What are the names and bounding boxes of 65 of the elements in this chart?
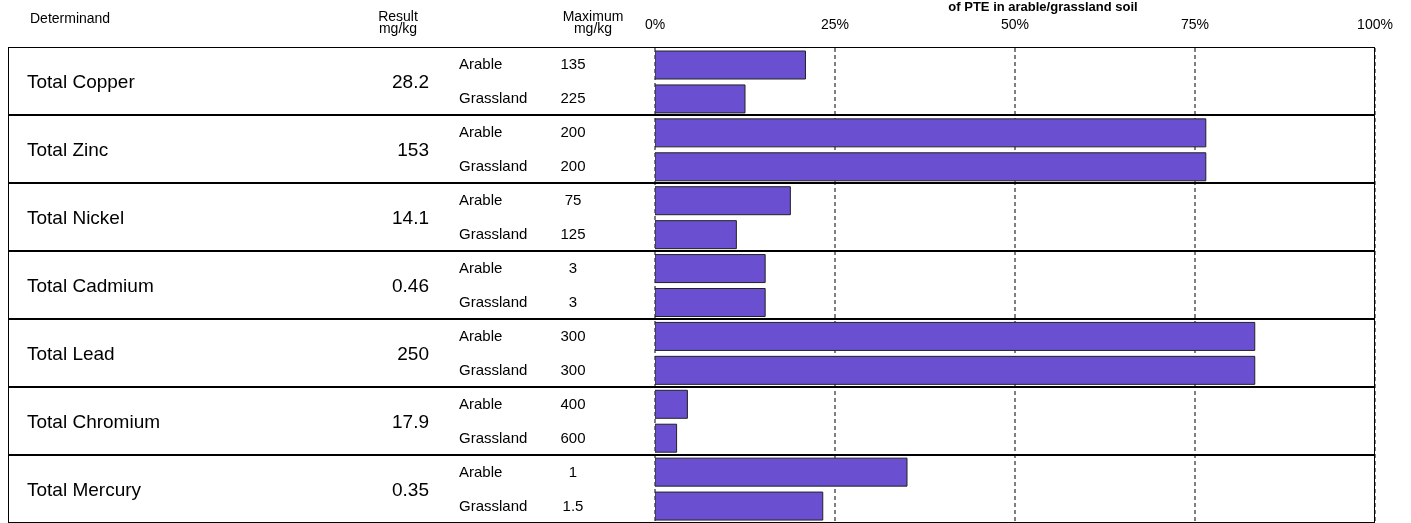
- text: 3: [567, 259, 579, 276]
- text: 600: [559, 429, 587, 446]
- x-tick-label: 0%: [644, 16, 666, 32]
- text: 125: [559, 225, 587, 242]
- text: 200: [559, 123, 587, 140]
- text: 300: [559, 327, 587, 344]
- y-tick-label: Grassland: [459, 361, 528, 378]
- text: Total Nickel: [27, 207, 125, 229]
- y-tick-label: Grassland: [459, 429, 528, 446]
- text: 200: [559, 157, 587, 174]
- text: 0.46: [391, 275, 429, 297]
- bar: [655, 152, 1207, 182]
- y-tick-label: Arable: [459, 123, 503, 140]
- text: Determinand: [30, 10, 111, 26]
- bar: [655, 321, 1256, 351]
- bar: [655, 220, 737, 250]
- text: 14.1: [391, 207, 429, 229]
- text: 135: [559, 55, 587, 72]
- bar: [655, 50, 806, 80]
- text: 1: [567, 463, 579, 480]
- y-tick-label: Arable: [459, 191, 503, 208]
- x-tick-label: 50%: [1000, 16, 1030, 32]
- y-tick-label: Arable: [459, 463, 503, 480]
- text: 300: [559, 361, 587, 378]
- text: 225: [559, 89, 587, 106]
- text: 400: [559, 395, 587, 412]
- text: Total Lead: [27, 343, 115, 365]
- y-tick-label: Grassland: [459, 89, 528, 106]
- y-tick-label: Grassland: [459, 225, 528, 242]
- text: 0.35: [391, 479, 429, 501]
- text: 1.5: [561, 497, 585, 514]
- x-tick-label: 25%: [820, 16, 850, 32]
- bar: [655, 288, 766, 317]
- x-tick-label: 75%: [1180, 16, 1210, 32]
- y-tick-label: Grassland: [459, 293, 528, 310]
- y-tick-label: Grassland: [459, 157, 528, 174]
- bar: [655, 355, 1256, 385]
- bar: [655, 118, 1207, 148]
- chart-title: of PTE in arable/grassland soil: [947, 0, 1139, 14]
- y-tick-label: Arable: [459, 395, 503, 412]
- x-tick-label: 100%: [1357, 16, 1393, 32]
- y-tick-label: Grassland: [459, 497, 528, 514]
- bar: [655, 423, 678, 453]
- y-tick-label: Arable: [459, 327, 503, 344]
- text: 75: [563, 191, 583, 208]
- bar: [655, 457, 908, 487]
- text: Total Copper: [27, 71, 135, 93]
- y-tick-label: Arable: [459, 55, 503, 72]
- bar: [655, 186, 791, 216]
- bar: [655, 84, 746, 114]
- bar: [655, 254, 766, 284]
- text: Result mg/kg: [377, 8, 419, 36]
- text: Maximum mg/kg: [561, 8, 625, 36]
- y-tick-label: Arable: [459, 259, 503, 276]
- bar: [655, 389, 688, 419]
- text: 153: [396, 139, 429, 161]
- text: 17.9: [391, 411, 429, 433]
- text: Total Zinc: [27, 139, 109, 161]
- text: Total Mercury: [27, 479, 142, 501]
- text: 28.2: [391, 71, 429, 93]
- text: Total Chromium: [27, 411, 161, 433]
- text: Total Cadmium: [27, 275, 154, 297]
- bar: [655, 491, 824, 521]
- text: 3: [567, 293, 579, 310]
- text: 250: [396, 343, 429, 365]
